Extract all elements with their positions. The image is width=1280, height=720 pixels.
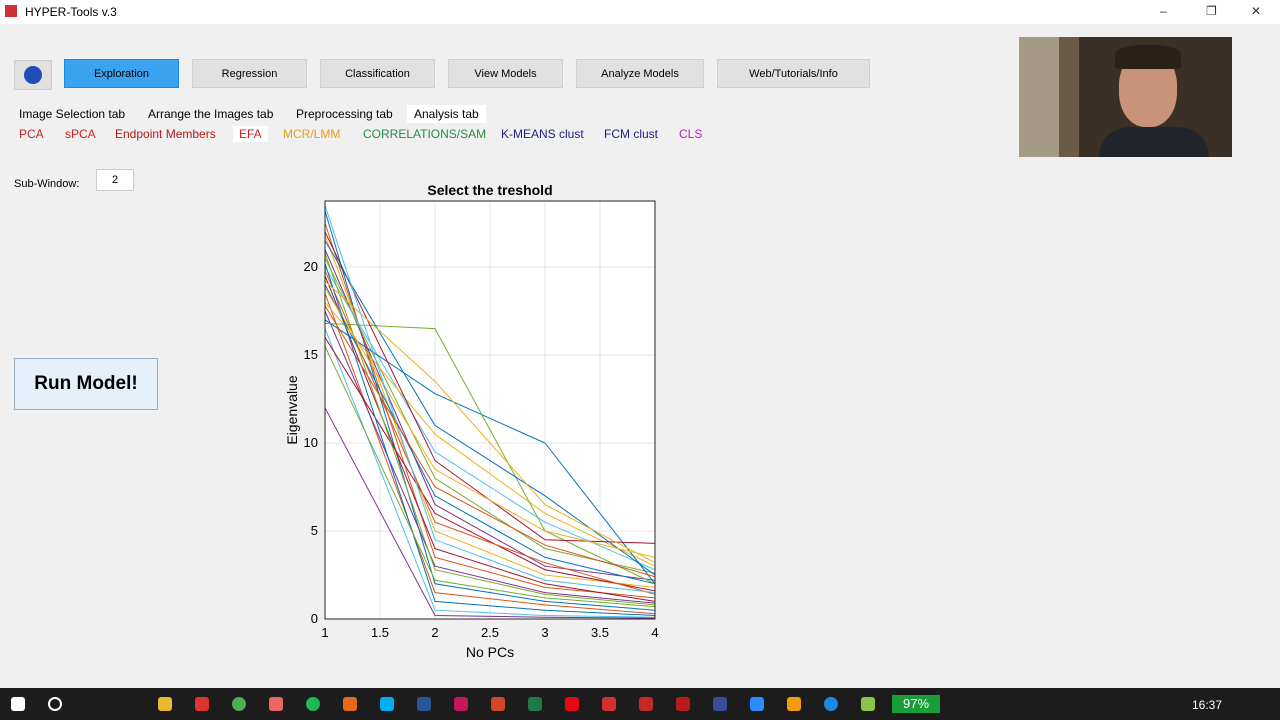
- toolbar-button[interactable]: View Models: [448, 59, 563, 88]
- data-line: [324, 252, 656, 606]
- data-line: [324, 205, 656, 594]
- data-line: [324, 280, 656, 564]
- close[interactable]: ✕: [1251, 4, 1262, 18]
- data-line: [324, 407, 656, 619]
- x-axis-label: No PCs: [466, 644, 514, 660]
- taskbar-app[interactable]: [306, 697, 320, 711]
- taskbar-app[interactable]: [232, 697, 246, 711]
- webcam-video: [1019, 37, 1232, 157]
- restore[interactable]: ❐: [1206, 4, 1217, 18]
- taskbar-app[interactable]: [861, 697, 875, 711]
- taskbar-app[interactable]: [528, 697, 542, 711]
- data-line: [324, 240, 656, 576]
- data-line: [324, 345, 656, 608]
- data-line: [324, 284, 656, 585]
- taskbar-app[interactable]: [491, 697, 505, 711]
- toolbar-button[interactable]: Regression: [192, 59, 307, 88]
- taskbar-app[interactable]: [713, 697, 727, 711]
- x-tick-label: 3: [541, 625, 548, 640]
- data-line: [324, 328, 656, 618]
- data-line: [324, 337, 656, 592]
- subtab[interactable]: PCA: [19, 127, 44, 141]
- sub-window-field[interactable]: 2: [96, 169, 134, 191]
- taskbar-app[interactable]: [750, 697, 764, 711]
- data-line: [324, 235, 656, 588]
- data-line: [324, 263, 656, 616]
- taskbar-app[interactable]: [787, 697, 801, 711]
- taskbar-app[interactable]: [824, 697, 838, 711]
- start-button[interactable]: [11, 697, 25, 711]
- y-axis-label: Eigenvalue: [284, 375, 300, 444]
- taskbar-app[interactable]: [602, 697, 616, 711]
- search[interactable]: [48, 697, 62, 711]
- subtab[interactable]: Endpoint Members: [115, 127, 216, 141]
- x-tick-label: 2.5: [481, 625, 499, 640]
- y-tick-label: 10: [304, 435, 318, 450]
- data-line: [324, 293, 656, 615]
- taskbar-app[interactable]: [343, 697, 357, 711]
- y-tick-label: 15: [304, 347, 318, 362]
- subtab[interactable]: FCM clust: [604, 127, 658, 141]
- data-line: [324, 305, 656, 578]
- taskbar-app[interactable]: [158, 697, 172, 711]
- run-model-button[interactable]: Run Model!: [14, 358, 158, 410]
- y-tick-label: 5: [311, 523, 318, 538]
- chart: 1 1.5 2 2.5 3 3.5 4 0 5 10 15 20 Select the treshold…: [284, 182, 659, 660]
- clock[interactable]: 16:37: [1192, 698, 1223, 712]
- x-tick-label: 1: [321, 625, 328, 640]
- toolbar-button[interactable]: Analyze Models: [576, 59, 704, 88]
- x-tick-label: 1.5: [371, 625, 389, 640]
- data-line: [324, 301, 656, 567]
- x-tick-label: 4: [651, 625, 658, 640]
- chart-title: Select the treshold: [427, 182, 552, 198]
- window-title: HYPER-Tools v.3: [25, 5, 117, 19]
- taskbar-app[interactable]: [195, 697, 209, 711]
- tab[interactable]: Image Selection tab: [19, 107, 126, 121]
- data-line: [324, 287, 656, 558]
- data-line: [324, 266, 656, 571]
- data-line: [324, 322, 656, 585]
- data-line: [324, 249, 656, 581]
- battery-indicator[interactable]: 97%: [892, 695, 940, 713]
- subtab[interactable]: EFA: [233, 126, 268, 142]
- data-line: [324, 310, 656, 604]
- subtab[interactable]: MCR/LMM: [283, 127, 341, 141]
- subtab[interactable]: CORRELATIONS/SAM: [363, 127, 487, 141]
- taskbar-app[interactable]: [269, 697, 283, 711]
- taskbar-app[interactable]: [380, 697, 394, 711]
- logo-button[interactable]: [14, 60, 52, 90]
- taskbar-app[interactable]: [417, 697, 431, 711]
- toolbar-button[interactable]: Web/Tutorials/Info: [717, 59, 870, 88]
- taskbar-app[interactable]: [454, 697, 468, 711]
- x-tick-label: 2: [431, 625, 438, 640]
- taskbar-app[interactable]: [676, 697, 690, 711]
- subtab[interactable]: K-MEANS clust: [501, 127, 584, 141]
- minimize[interactable]: –: [1160, 4, 1167, 18]
- data-line: [324, 319, 656, 585]
- taskbar: [0, 688, 1280, 720]
- taskbar-app[interactable]: [639, 697, 653, 711]
- toolbar-button[interactable]: Classification: [320, 59, 435, 88]
- tab[interactable]: Preprocessing tab: [296, 107, 393, 121]
- y-tick-label: 20: [304, 259, 318, 274]
- subtab[interactable]: CLS: [679, 127, 703, 141]
- app-icon: [5, 5, 17, 17]
- tab[interactable]: Arrange the Images tab: [148, 107, 274, 121]
- x-tick-label: 3.5: [591, 625, 609, 640]
- taskbar-app[interactable]: [565, 697, 579, 711]
- y-tick-label: 0: [311, 611, 318, 626]
- tab[interactable]: Analysis tab: [407, 105, 486, 123]
- plot-frame: [324, 200, 656, 620]
- subtab[interactable]: sPCA: [65, 127, 96, 141]
- sub-window-label: Sub-Window:: [14, 178, 80, 190]
- toolbar-button[interactable]: Exploration: [64, 59, 179, 88]
- title-bar: HYPER-Tools v.3 – ❐ ✕: [0, 0, 1280, 24]
